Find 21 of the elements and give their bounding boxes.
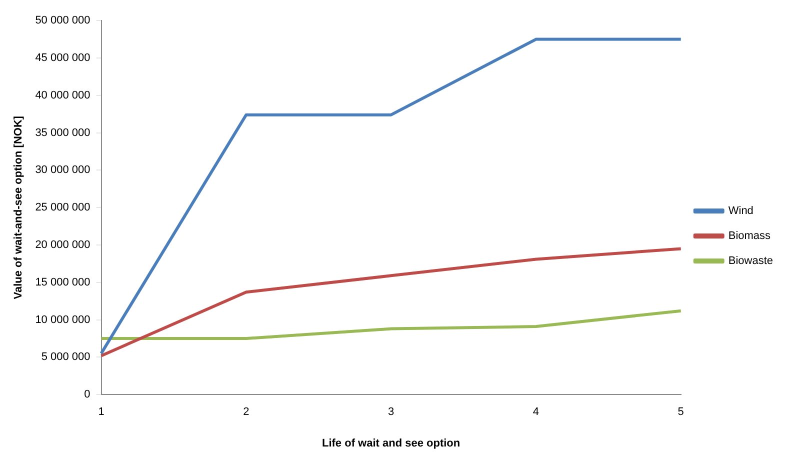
legend-label: Biomass <box>728 230 772 242</box>
y-tick-label: 20 000 000 <box>35 239 90 252</box>
y-tick-label: 40 000 000 <box>35 89 90 102</box>
x-tick-label: 5 <box>678 406 684 418</box>
x-tick-label: 4 <box>532 406 540 418</box>
y-tick-label: 15 000 000 <box>35 276 90 288</box>
x-axis-title: Life of wait and see option <box>322 437 460 450</box>
legend-label: Biowaste <box>728 255 774 268</box>
y-axis-title: Value of wait-and-see option [NOK] <box>12 116 25 300</box>
y-tick-label: 45 000 000 <box>35 52 90 64</box>
x-tick-label: 3 <box>388 406 394 418</box>
y-tick-label: 0 <box>84 388 90 401</box>
y-tick-label: 25 000 000 <box>35 202 90 214</box>
y-tick-label: 35 000 000 <box>35 126 90 139</box>
y-tick-label: 5 000 000 <box>41 351 90 364</box>
x-tick-label: 1 <box>98 406 104 418</box>
y-tick-label: 10 000 000 <box>35 314 90 326</box>
x-tick-label: 2 <box>243 406 250 418</box>
y-tick-label: 30 000 000 <box>35 164 90 176</box>
legend-label: Wind <box>728 205 754 218</box>
y-tick-label: 50 000 000 <box>35 14 90 27</box>
